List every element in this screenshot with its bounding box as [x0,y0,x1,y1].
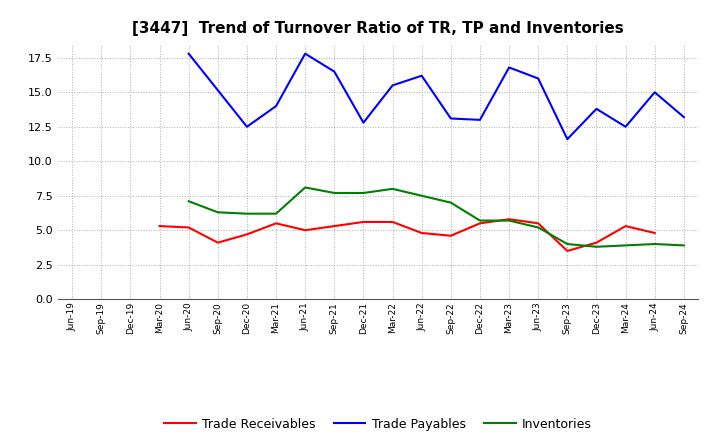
Inventories [213,209,222,215]
Trade Payables [359,120,368,125]
Trade Receivables [563,248,572,253]
Inventories [271,211,280,216]
Title: [3447]  Trend of Turnover Ratio of TR, TP and Inventories: [3447] Trend of Turnover Ratio of TR, TP… [132,21,624,36]
Trade Payables [650,90,659,95]
Trade Payables [592,106,600,111]
Trade Receivables [184,225,193,230]
Trade Payables [418,73,426,78]
Line: Inventories: Inventories [189,187,684,247]
Inventories [505,218,513,223]
Trade Payables [388,83,397,88]
Trade Payables [243,124,251,129]
Trade Receivables [330,224,338,229]
Trade Receivables [388,219,397,224]
Trade Receivables [418,231,426,236]
Trade Receivables [476,221,485,226]
Inventories [359,191,368,196]
Trade Payables [680,114,688,120]
Trade Receivables [243,232,251,237]
Inventories [563,242,572,247]
Inventories [650,242,659,247]
Trade Payables [330,69,338,74]
Trade Receivables [534,221,543,226]
Line: Trade Payables: Trade Payables [189,54,684,139]
Trade Payables [476,117,485,122]
Inventories [592,244,600,249]
Inventories [680,243,688,248]
Trade Receivables [359,219,368,224]
Inventories [243,211,251,216]
Trade Payables [505,65,513,70]
Trade Payables [446,116,455,121]
Inventories [446,200,455,205]
Trade Receivables [156,224,164,229]
Trade Payables [301,51,310,56]
Trade Receivables [650,231,659,236]
Trade Receivables [446,233,455,238]
Trade Receivables [621,224,630,229]
Trade Payables [271,103,280,109]
Inventories [534,225,543,230]
Trade Payables [563,136,572,142]
Trade Payables [534,76,543,81]
Inventories [301,185,310,190]
Inventories [418,193,426,198]
Trade Receivables [301,227,310,233]
Inventories [184,198,193,204]
Line: Trade Receivables: Trade Receivables [160,219,654,251]
Inventories [388,186,397,191]
Trade Receivables [592,240,600,245]
Trade Payables [621,124,630,129]
Legend: Trade Receivables, Trade Payables, Inventories: Trade Receivables, Trade Payables, Inven… [159,413,597,436]
Trade Receivables [505,216,513,222]
Inventories [330,191,338,196]
Inventories [621,243,630,248]
Trade Receivables [213,240,222,245]
Trade Payables [184,51,193,56]
Inventories [476,218,485,223]
Trade Receivables [271,221,280,226]
